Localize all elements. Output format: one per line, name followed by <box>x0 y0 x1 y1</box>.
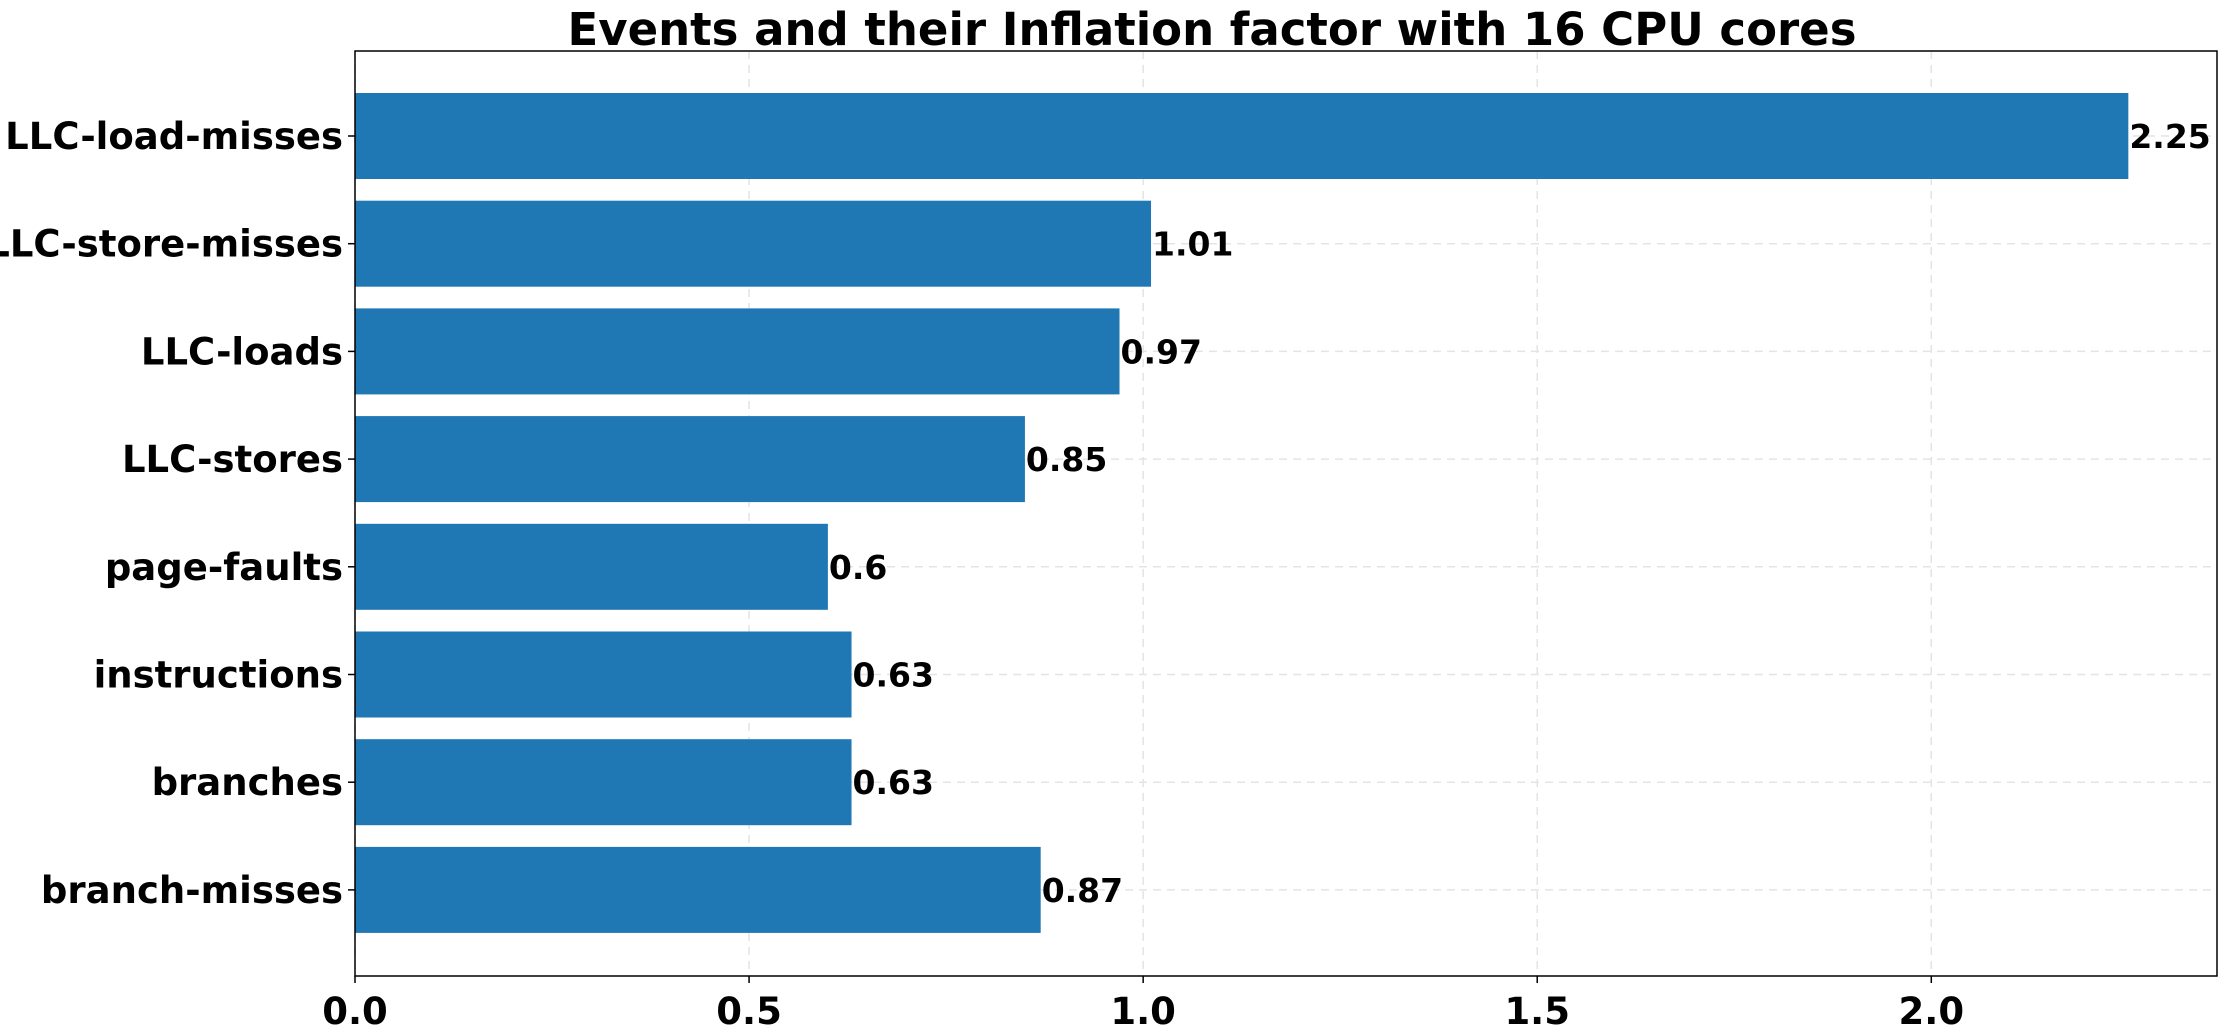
bars <box>355 93 2129 933</box>
bar <box>355 523 828 610</box>
value-label: 1.01 <box>1152 225 1233 264</box>
category-label: LLC-stores <box>122 438 343 481</box>
category-label: LLC-load-misses <box>5 115 343 158</box>
bar <box>355 93 2129 179</box>
value-label: 0.87 <box>1042 871 1123 910</box>
bar <box>355 308 1120 395</box>
grid-lines <box>354 51 2217 976</box>
value-label: 0.63 <box>853 656 934 695</box>
category-label: LLC-store-misses <box>0 223 343 266</box>
category-label: page-faults <box>105 546 343 589</box>
value-label: 0.6 <box>829 548 887 587</box>
x-tick-label: 2.0 <box>1899 990 1965 1031</box>
category-label: LLC-loads <box>141 330 343 373</box>
value-label: 0.63 <box>853 763 934 802</box>
bar <box>355 200 1152 287</box>
x-tick-label: 0.0 <box>322 990 388 1031</box>
value-label: 0.97 <box>1121 332 1202 371</box>
plot-frame <box>354 50 2218 977</box>
bar <box>355 416 1025 503</box>
bar <box>355 631 852 718</box>
x-tick-label: 0.5 <box>716 990 782 1031</box>
chart-title: Events and their Inflation factor with 1… <box>568 3 1857 56</box>
category-label: branches <box>152 761 343 804</box>
x-axis-ticks: 0.0 0.5 1.0 1.5 2.0 <box>322 135 1965 1033</box>
bar <box>355 739 852 826</box>
category-label: instructions <box>94 654 343 697</box>
x-tick-label: 1.0 <box>1110 990 1176 1031</box>
value-label: 2.25 <box>2129 117 2210 156</box>
value-label: 0.85 <box>1026 440 1107 479</box>
x-tick-label: 1.5 <box>1504 990 1570 1031</box>
bar <box>355 846 1041 933</box>
category-labels: LLC-load-misses LLC-store-misses LLC-loads… <box>0 115 343 912</box>
category-label: branch-misses <box>41 869 343 912</box>
value-labels: 2.25 1.01 0.97 0.85 0.6 0.63 0.63 0.87 <box>829 117 2211 910</box>
